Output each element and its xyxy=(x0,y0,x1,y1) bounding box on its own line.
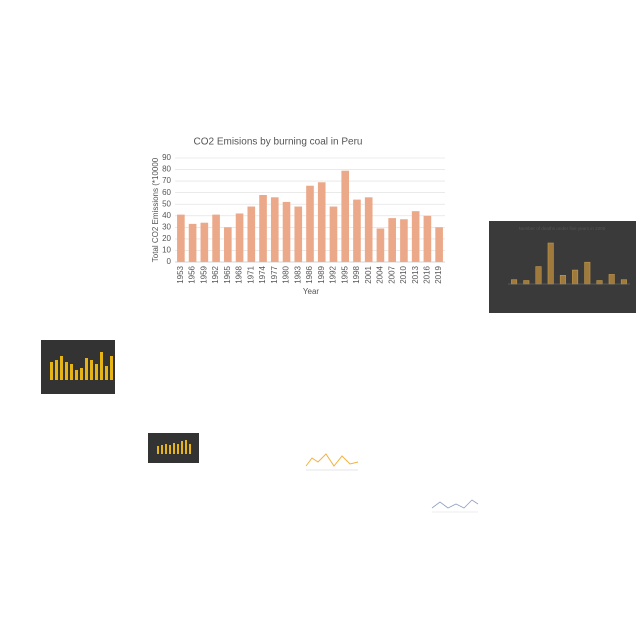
x-tick-label: 1962 xyxy=(211,265,220,283)
chart-title: CO2 Emisions by burning coal in Peru xyxy=(194,137,363,148)
y-tick-label: 40 xyxy=(162,211,171,220)
bar xyxy=(376,228,385,262)
bar xyxy=(259,194,267,262)
x-tick-label: 1983 xyxy=(293,265,302,283)
bar xyxy=(523,280,530,285)
x-tick-label: 1956 xyxy=(188,265,197,283)
bar xyxy=(620,279,627,285)
bar xyxy=(400,219,408,262)
y-tick-label: 30 xyxy=(162,222,171,231)
bar xyxy=(270,197,279,262)
x-tick-label: 1989 xyxy=(317,265,326,283)
bar xyxy=(411,211,420,262)
x-axis-label: Year xyxy=(303,287,320,296)
x-tick-label: 1959 xyxy=(199,265,208,283)
x-tick-label: 2013 xyxy=(411,265,420,283)
x-tick-label: 2016 xyxy=(423,265,432,283)
bar xyxy=(177,214,185,262)
bar xyxy=(200,222,209,262)
x-tick-label: 1971 xyxy=(246,265,255,283)
x-tick-label: 2007 xyxy=(387,265,396,283)
dark-chart-bg xyxy=(489,221,636,313)
bar xyxy=(224,227,232,262)
thumbnail xyxy=(41,340,115,394)
bar xyxy=(247,206,256,262)
x-tick-label: 2004 xyxy=(376,265,385,283)
bar xyxy=(608,274,615,285)
bar xyxy=(282,201,291,262)
bar xyxy=(188,223,197,262)
bar xyxy=(423,215,432,262)
y-tick-label: 80 xyxy=(162,165,171,174)
y-tick-label: 0 xyxy=(167,257,172,266)
bar xyxy=(388,218,396,262)
bar xyxy=(294,206,303,262)
bar xyxy=(584,261,591,285)
y-tick-label: 60 xyxy=(162,188,171,197)
thumbnail xyxy=(305,453,359,471)
x-tick-label: 1986 xyxy=(305,265,314,283)
y-tick-label: 50 xyxy=(162,199,171,208)
bar xyxy=(235,213,244,262)
x-tick-label: 1995 xyxy=(340,265,349,283)
bar xyxy=(596,280,603,285)
thumbnail xyxy=(148,433,199,463)
thumbnail xyxy=(431,499,479,513)
bar xyxy=(572,269,579,285)
bar xyxy=(212,214,220,262)
bar xyxy=(341,170,350,262)
x-tick-label: 1968 xyxy=(235,265,244,283)
y-tick-label: 70 xyxy=(162,176,171,185)
bar xyxy=(329,206,338,262)
x-tick-label: 1992 xyxy=(329,265,338,283)
bar xyxy=(306,185,314,262)
bar xyxy=(364,197,373,262)
bar xyxy=(353,199,361,262)
y-tick-label: 20 xyxy=(162,234,171,243)
bar xyxy=(511,279,518,285)
y-axis-label: Total CO2 Emissions (*10000 xyxy=(151,157,160,262)
x-tick-label: 2010 xyxy=(399,265,408,283)
bar xyxy=(547,242,554,285)
chart-title: Number of deaths under five years in 200… xyxy=(519,226,606,231)
x-tick-label: 2019 xyxy=(434,265,443,283)
bar xyxy=(435,227,443,262)
x-tick-label: 1998 xyxy=(352,265,361,283)
x-tick-label: 1953 xyxy=(176,265,185,283)
x-tick-label: 2001 xyxy=(364,265,373,283)
x-tick-label: 1980 xyxy=(282,265,291,283)
bar xyxy=(559,275,566,285)
y-tick-label: 10 xyxy=(162,246,171,255)
x-tick-label: 1974 xyxy=(258,265,267,283)
x-tick-label: 1977 xyxy=(270,265,279,283)
x-tick-label: 1965 xyxy=(223,265,232,283)
y-tick-label: 90 xyxy=(162,153,171,162)
bar xyxy=(317,182,326,262)
bar xyxy=(535,266,542,285)
